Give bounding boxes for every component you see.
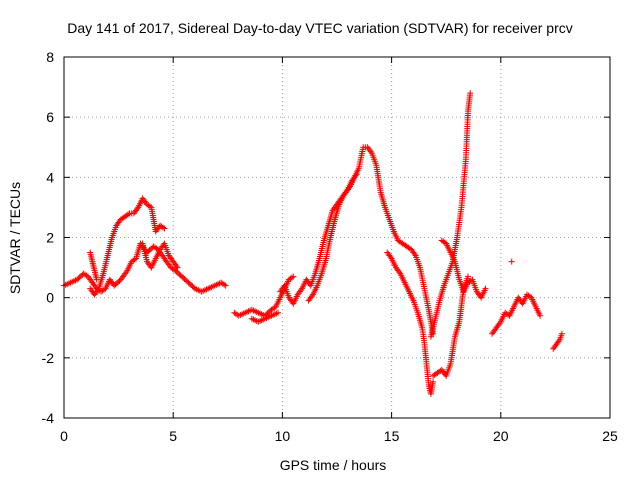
x-tick-label: 25 <box>602 428 618 444</box>
chart-title: Day 141 of 2017, Sidereal Day-to-day VTE… <box>67 20 573 36</box>
grid <box>64 57 610 418</box>
data-point <box>406 245 413 252</box>
y-axis-label: SDTVAR / TECUs <box>7 182 23 294</box>
data-point <box>482 285 489 292</box>
data-point <box>83 272 90 279</box>
x-tick-labels: 0 5 10 15 20 25 <box>60 428 618 444</box>
data-point <box>288 274 295 281</box>
y-tick-label: 0 <box>46 290 54 306</box>
data-point <box>437 367 444 374</box>
data-points <box>61 90 565 397</box>
data-point <box>222 282 229 289</box>
x-axis-label: GPS time / hours <box>280 457 387 473</box>
y-tick-labels: -4 -2 0 2 4 6 8 <box>42 49 55 426</box>
data-point <box>537 312 544 319</box>
x-tick-label: 10 <box>275 428 291 444</box>
data-point <box>174 264 181 271</box>
data-point <box>290 273 297 280</box>
x-tick-label: 15 <box>384 428 400 444</box>
y-tick-label: 4 <box>46 169 54 185</box>
data-point <box>558 330 565 337</box>
data-point <box>467 90 474 97</box>
data-point <box>161 225 168 232</box>
data-point <box>353 171 360 178</box>
data-point <box>146 203 153 210</box>
data-point <box>93 276 100 283</box>
data-point <box>275 309 282 316</box>
x-tick-label: 20 <box>493 428 509 444</box>
x-tick-label: 5 <box>169 428 177 444</box>
axis-ticks <box>63 56 611 419</box>
y-tick-label: -4 <box>42 410 55 426</box>
data-point <box>430 378 437 385</box>
y-tick-label: 6 <box>46 109 54 125</box>
y-tick-label: -2 <box>42 350 55 366</box>
data-point <box>465 273 472 280</box>
data-point <box>153 245 160 252</box>
data-point <box>221 281 228 288</box>
y-tick-label: 8 <box>46 49 54 65</box>
x-tick-label: 0 <box>60 428 68 444</box>
data-point <box>160 224 167 231</box>
data-point <box>508 258 515 265</box>
data-point <box>125 211 132 218</box>
y-tick-label: 2 <box>46 230 54 246</box>
